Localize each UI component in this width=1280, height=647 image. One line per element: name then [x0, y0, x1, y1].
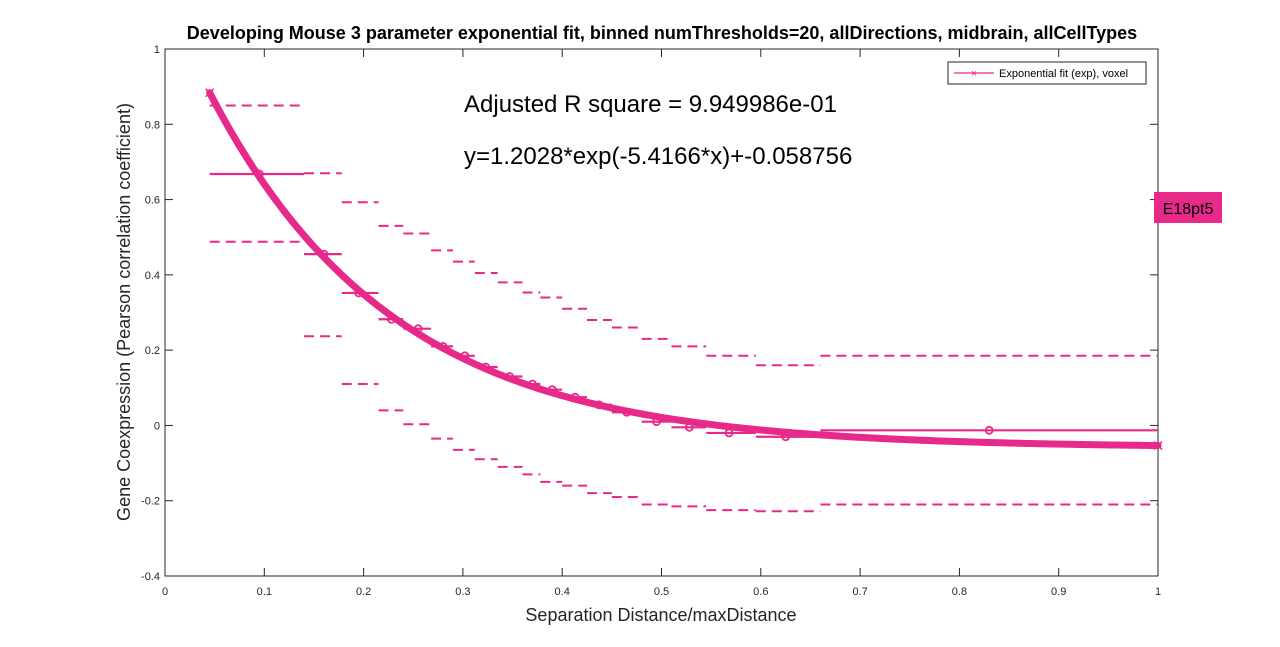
y-tick-label: 1: [154, 44, 160, 56]
exponential-fit-curve: [206, 89, 1162, 450]
fit-start-marker: [205, 88, 215, 98]
x-axis-label: Separation Distance/maxDistance: [525, 605, 796, 625]
y-tick-label: 0.8: [145, 119, 160, 131]
x-tick-label: 0.8: [952, 586, 967, 598]
x-tick-label: 0.1: [257, 586, 272, 598]
x-tick-label: 0: [162, 586, 168, 598]
x-tick-label: 0.5: [654, 586, 669, 598]
bin-mean-point: [781, 432, 791, 442]
binned-series: [209, 104, 1158, 513]
bin-mean-point: [570, 392, 580, 402]
legend-marker-x: ×: [971, 68, 977, 80]
x-tick-label: 0.7: [852, 586, 867, 598]
side-label-text: E18pt5: [1163, 201, 1214, 218]
y-tick-label: 0: [154, 420, 160, 432]
bin-mean-point: [724, 428, 734, 438]
y-tick-label: -0.4: [141, 571, 160, 583]
bin-mean-point: [622, 407, 632, 417]
bin-mean-point: [460, 351, 470, 361]
y-axis-label: Gene Coexpression (Pearson correlation c…: [114, 103, 134, 521]
bin-mean-point: [254, 169, 264, 179]
r-square-annotation: Adjusted R square = 9.949986e-01: [464, 91, 837, 118]
y-tick-label: 0.4: [145, 270, 160, 282]
chart-title: Developing Mouse 3 parameter exponential…: [187, 23, 1137, 43]
bin-mean-point: [984, 425, 994, 435]
y-tick-label: 0.2: [145, 345, 160, 357]
bin-mean-point: [684, 422, 694, 432]
x-tick-label: 1: [1155, 586, 1161, 598]
fit-end-marker: [1153, 441, 1163, 451]
legend-box: [947, 61, 1147, 85]
plot-area: [164, 48, 1159, 577]
x-tick-label: 0.3: [455, 586, 470, 598]
bin-mean-point: [413, 324, 423, 334]
legend: × Exponential fit (exp), voxel: [947, 61, 1147, 85]
fit-curve-group: [205, 88, 1163, 451]
x-tick-label: 0.2: [356, 586, 371, 598]
y-tick-label: 0.6: [145, 195, 160, 207]
bin-mean-point: [387, 314, 396, 324]
bin-mean-point: [652, 417, 661, 427]
equation-annotation: y=1.2028*exp(-5.4166*x)+-0.058756: [464, 143, 852, 170]
side-label-background: [1154, 192, 1222, 223]
x-tick-label: 0.9: [1051, 586, 1066, 598]
bin-mean-point: [528, 379, 537, 389]
bin-mean-point: [547, 385, 557, 395]
bin-mean-point: [354, 288, 364, 298]
bin-mean-points: [254, 169, 994, 442]
bin-mean-point: [481, 362, 491, 372]
axis-ticks: 0 0.1 0.2 0.3 0.4 0.5 0.6 0.7 0.8 0.9 1 -0.4 -0.2 0 0.…: [141, 44, 1161, 598]
bin-mean-point: [319, 249, 329, 259]
x-tick-label: 0.4: [555, 586, 570, 598]
x-tick-label: 0.6: [753, 586, 768, 598]
bin-mean-point: [438, 341, 448, 351]
y-tick-label: -0.2: [141, 496, 160, 508]
bin-mean-point: [594, 400, 604, 410]
legend-entry-label: Exponential fit (exp), voxel: [999, 68, 1128, 80]
side-label-badge: E18pt5: [1154, 192, 1222, 223]
bin-mean-point: [505, 372, 514, 381]
